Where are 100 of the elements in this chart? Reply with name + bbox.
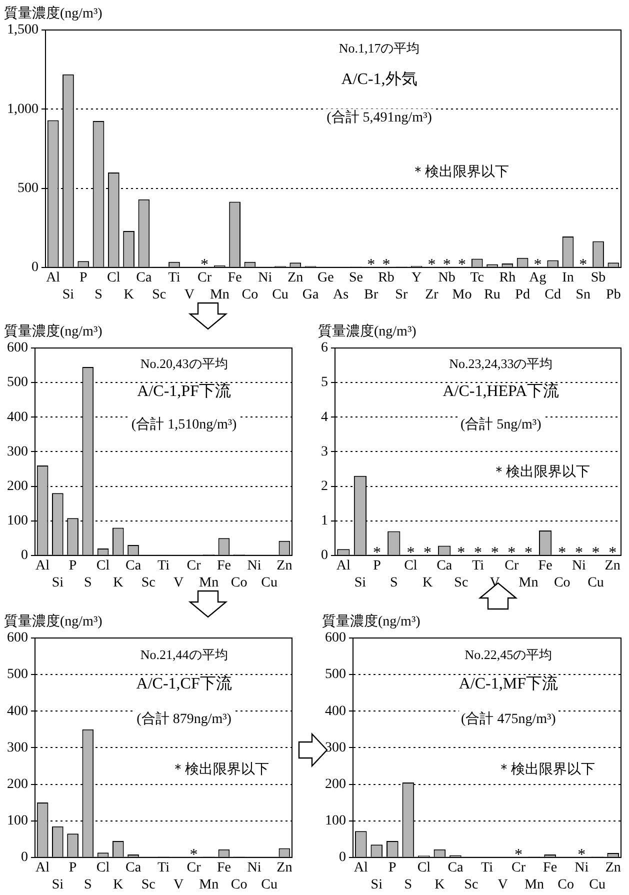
text: *	[458, 256, 466, 274]
y-tick-label: 100	[325, 814, 346, 829]
annotation: ＊検出限界以下	[492, 464, 590, 480]
text: No.20,43の平均	[140, 356, 228, 372]
y-tick-label: 600	[325, 630, 346, 646]
x-tick-label: P	[388, 860, 397, 876]
y-tick-label: 1	[321, 514, 328, 529]
text: *	[579, 256, 588, 274]
x-tick-label: Fe	[216, 860, 231, 876]
x-tick-label: K	[434, 877, 445, 892]
annotation: (合計 5ng/m³)	[460, 416, 542, 432]
y-tick-label: 400	[7, 704, 28, 719]
x-tick-label: V	[184, 287, 194, 302]
x-tick-label: Nb	[438, 270, 456, 286]
annotation: ＊検出限界以下	[171, 761, 270, 778]
x-tick-label: V	[174, 575, 184, 590]
y-tick-label: 0	[339, 850, 346, 866]
x-tick-label: Ti	[158, 558, 170, 574]
text: *	[367, 256, 376, 274]
x-tick-label: Zn	[605, 860, 621, 876]
x-tick-label: Mn	[199, 575, 219, 590]
x-tick-label: Si	[370, 877, 383, 892]
text: No.22,45の平均	[464, 646, 552, 662]
text: A/C-1,HEPA下流	[442, 382, 560, 400]
text: A/C-1,PF下流	[137, 382, 231, 400]
y-tick-label: 500	[18, 180, 38, 196]
x-tick-label: Ag	[529, 270, 546, 286]
y-tick-label: 0	[32, 260, 38, 276]
x-tick-label: S	[84, 575, 92, 590]
x-tick-label: Cu	[589, 877, 606, 892]
y-axis-title: 質量濃度(ng/m³)	[318, 324, 417, 340]
x-tick-label: Rh	[499, 270, 516, 286]
x-tick-label: Zr	[425, 287, 439, 302]
x-tick-label: Sc	[464, 877, 478, 892]
x-tick-label: Ti	[168, 270, 180, 286]
x-tick-label: Mn	[518, 575, 538, 590]
x-tick-label: Cu	[261, 575, 278, 590]
x-tick-label: Mn	[524, 877, 544, 892]
x-tick-label: V	[498, 877, 508, 892]
x-tick-label: Fe	[216, 558, 231, 574]
x-tick-label: Cr	[186, 860, 202, 876]
x-tick-label: Ge	[318, 270, 334, 286]
x-tick-label: Cr	[198, 270, 212, 286]
x-tick-label: Ca	[436, 558, 453, 574]
annotation: ＊検出限界以下	[496, 761, 595, 778]
x-tick-label: S	[94, 287, 102, 302]
x-tick-label: Cu	[588, 575, 604, 590]
x-tick-label: V	[174, 877, 184, 892]
y-tick-label: 100	[7, 514, 28, 529]
x-tick-label: Al	[36, 558, 50, 574]
x-tick-label: Zn	[276, 558, 292, 574]
x-tick-label: Cu	[261, 877, 278, 892]
x-tick-label: Al	[336, 558, 351, 574]
x-tick-label: Cl	[404, 558, 418, 574]
text: *	[428, 256, 436, 274]
y-tick-label: 300	[7, 740, 28, 756]
annotation: (合計 879ng/m³)	[136, 710, 232, 727]
x-tick-label: Ni	[247, 558, 262, 574]
text: No.21,44の平均	[140, 646, 228, 662]
y-tick-label: 600	[7, 340, 28, 356]
y-tick-label: 5	[321, 375, 328, 390]
y-tick-label: 500	[7, 667, 28, 682]
y-tick-label: 300	[7, 444, 28, 460]
text: *	[592, 544, 600, 562]
x-tick-label: Si	[52, 575, 64, 590]
y-tick-label: 600	[7, 630, 28, 646]
y-tick-label: 400	[325, 704, 346, 719]
y-axis-title: 質量濃度(ng/m³)	[4, 324, 103, 340]
x-tick-label: P	[79, 270, 88, 286]
x-tick-label: Co	[554, 575, 570, 590]
x-tick-label: Al	[354, 860, 368, 876]
x-tick-label: Fe	[538, 558, 552, 574]
x-tick-label: K	[124, 287, 134, 302]
y-tick-label: 200	[7, 776, 28, 792]
x-tick-label: S	[84, 877, 92, 892]
x-tick-label: Zn	[288, 270, 304, 286]
x-tick-label: K	[113, 877, 124, 892]
x-tick-label: Cu	[272, 287, 288, 302]
annotation: (合計 1,510ng/m³)	[131, 416, 238, 432]
y-tick-label: 1,000	[7, 102, 38, 117]
text: No.1,17の平均	[338, 40, 420, 56]
x-tick-label: Si	[62, 287, 74, 302]
x-tick-label: Ca	[125, 558, 142, 574]
x-tick-label: Co	[558, 877, 574, 892]
x-tick-label: Cr	[504, 558, 519, 574]
y-tick-label: 500	[7, 375, 28, 390]
annotation: (合計 475ng/m³)	[461, 710, 556, 727]
x-tick-label: Cl	[96, 558, 110, 574]
x-tick-label: Cl	[96, 860, 110, 876]
x-tick-label: Fe	[228, 270, 242, 286]
y-tick-label: 200	[7, 478, 28, 494]
x-tick-label: Fe	[543, 860, 558, 876]
text: *	[457, 544, 466, 562]
y-tick-label: 300	[325, 740, 346, 756]
x-tick-label: Cr	[512, 860, 526, 876]
x-tick-label: Co	[242, 287, 258, 302]
x-tick-label: Mo	[452, 287, 472, 302]
x-tick-label: S	[390, 575, 398, 590]
x-tick-label: P	[68, 860, 77, 876]
x-tick-label: Sc	[141, 877, 156, 892]
